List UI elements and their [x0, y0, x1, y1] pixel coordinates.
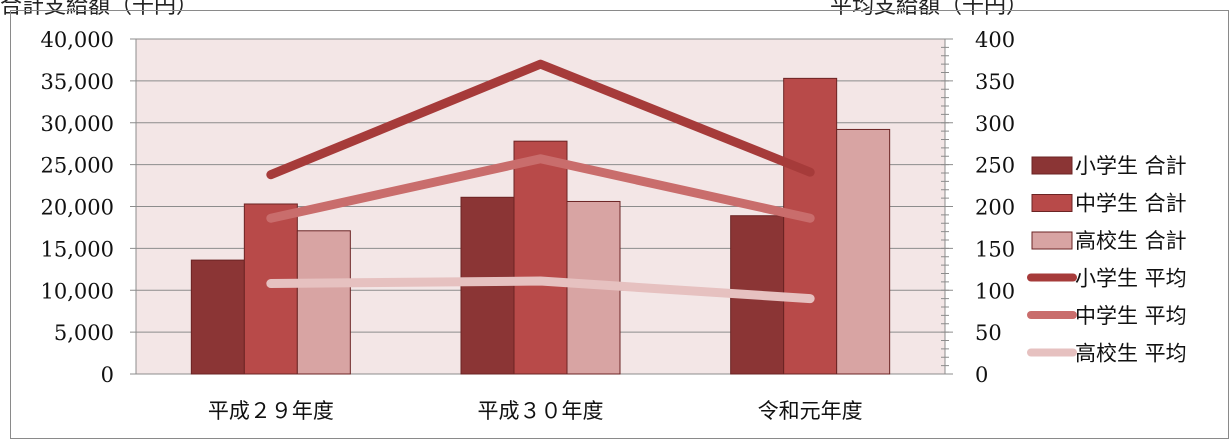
- left-axis-tick-label: 0: [101, 363, 114, 387]
- x-axis-tick-labels: 平成２９年度 平成３０年度 令和元年度: [208, 399, 863, 423]
- left-axis-tick-label: 35,000: [41, 70, 114, 94]
- series-line: [266, 276, 815, 304]
- right-axis-tick-label: 250: [975, 154, 1015, 178]
- x-axis-tick-label: 令和元年度: [758, 399, 863, 423]
- series-line: [266, 154, 815, 223]
- legend-label: 中学生 平均: [1075, 304, 1187, 328]
- right-axis-tick-label: 100: [975, 279, 1015, 303]
- right-axis-tick-label: 200: [975, 196, 1015, 220]
- right-axis-tick-label: 0: [975, 363, 988, 387]
- legend-label: 小学生 平均: [1075, 267, 1187, 291]
- right-axis-title: 平均支給額（千円）: [830, 0, 1029, 19]
- right-axis-tick-label: 350: [975, 70, 1015, 94]
- right-axis-tick-label: 300: [975, 112, 1015, 136]
- left-axis-title: 合計支給額（千円）: [0, 0, 199, 19]
- legend-label: 高校生 合計: [1075, 229, 1187, 253]
- legend-label: 小学生 合計: [1075, 154, 1187, 178]
- bar: [243, 203, 298, 375]
- left-axis-tick-label: 10,000: [41, 279, 114, 303]
- left-axis-tick-labels: 0 5,000 10,000 15,000 20,000 25,000 30,000 35,0…: [41, 28, 114, 387]
- legend-swatch: [1031, 156, 1073, 175]
- bar: [836, 128, 891, 375]
- legend-label: 高校生 平均: [1075, 342, 1187, 366]
- left-axis-tick-label: 25,000: [41, 154, 114, 178]
- series-line: [266, 59, 815, 180]
- left-axis-tick-label: 5,000: [54, 321, 114, 345]
- x-axis-tick-label: 平成２９年度: [208, 399, 334, 423]
- lines-group: [266, 59, 815, 304]
- legend-swatch: [1031, 231, 1073, 250]
- x-axis-tick-label: 平成３０年度: [478, 399, 604, 423]
- right-axis-minor-ticks: [941, 38, 953, 375]
- left-axis-tick-label: 40,000: [41, 28, 114, 52]
- legend-swatch: [1031, 194, 1073, 212]
- bar: [783, 77, 838, 375]
- right-axis-tick-label: 400: [975, 28, 1015, 52]
- bar: [296, 230, 351, 375]
- bar: [190, 259, 245, 375]
- left-axis-tick-label: 15,000: [41, 237, 114, 261]
- right-axis-tick-labels: 0 50 100 150 200 250 300 350 400: [975, 28, 1015, 387]
- left-axis-tick-label: 30,000: [41, 112, 114, 136]
- chart-frame: [10, 10, 1229, 439]
- left-axis-tick-label: 20,000: [41, 196, 114, 220]
- legend-label: 中学生 合計: [1075, 192, 1187, 216]
- right-axis-tick-label: 50: [975, 321, 1002, 345]
- bar: [513, 140, 568, 375]
- right-axis-tick-label: 150: [975, 237, 1015, 261]
